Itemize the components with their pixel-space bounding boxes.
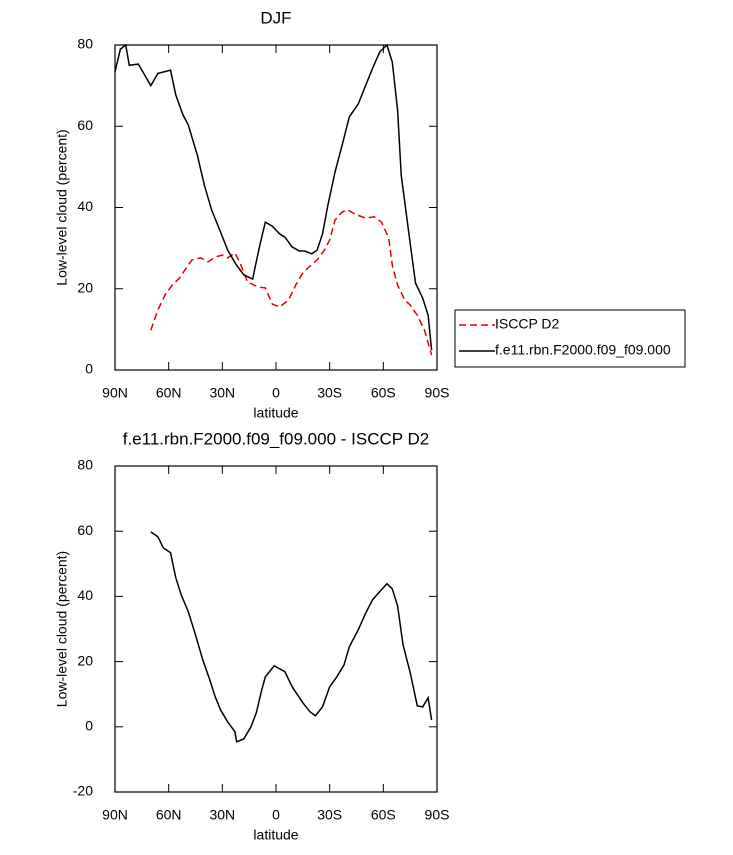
- x-tick-label: 60S: [371, 807, 396, 823]
- y-tick-label: 80: [77, 36, 93, 52]
- y-tick-label: 0: [85, 361, 93, 377]
- x-tick-label: 0: [272, 807, 280, 823]
- x-tick-label: 60N: [156, 385, 182, 401]
- y-tick-label: 40: [77, 198, 93, 214]
- y-tick-label: 20: [77, 279, 93, 295]
- y-tick-label: 80: [77, 457, 93, 473]
- x-tick-label: 30N: [209, 807, 235, 823]
- y-tick-label: 40: [77, 587, 93, 603]
- plot-frame: [114, 44, 438, 371]
- data-line: [150, 209, 433, 356]
- y-axis-label: Low-level cloud (percent): [54, 129, 70, 285]
- x-tick-label: 90S: [425, 385, 450, 401]
- x-tick-label: 90N: [102, 807, 128, 823]
- legend-label: ISCCP D2: [495, 316, 560, 332]
- x-tick-label: 60N: [156, 807, 182, 823]
- y-tick-label: -20: [73, 783, 93, 799]
- data-line: [114, 43, 433, 351]
- y-axis-label: Low-level cloud (percent): [54, 551, 70, 707]
- chart-title: f.e11.rbn.F2000.f09_f09.000 - ISCCP D2: [123, 429, 430, 448]
- y-tick-label: 0: [85, 718, 93, 734]
- legend-label: f.e11.rbn.F2000.f09_f09.000: [495, 342, 671, 358]
- legend-box: [454, 309, 686, 368]
- x-axis-label: latitude: [253, 827, 298, 843]
- x-tick-label: 90S: [425, 807, 450, 823]
- x-axis-label: latitude: [253, 405, 298, 421]
- x-tick-label: 30S: [317, 385, 342, 401]
- x-tick-label: 90N: [102, 385, 128, 401]
- data-line: [150, 531, 433, 743]
- y-tick-label: 60: [77, 117, 93, 133]
- x-tick-label: 30N: [209, 385, 235, 401]
- x-tick-label: 30S: [317, 807, 342, 823]
- chart-title: DJF: [260, 8, 291, 27]
- x-tick-label: 0: [272, 385, 280, 401]
- plot-frame: [114, 465, 438, 793]
- x-tick-label: 60S: [371, 385, 396, 401]
- y-tick-label: 20: [77, 652, 93, 668]
- y-tick-label: 60: [77, 522, 93, 538]
